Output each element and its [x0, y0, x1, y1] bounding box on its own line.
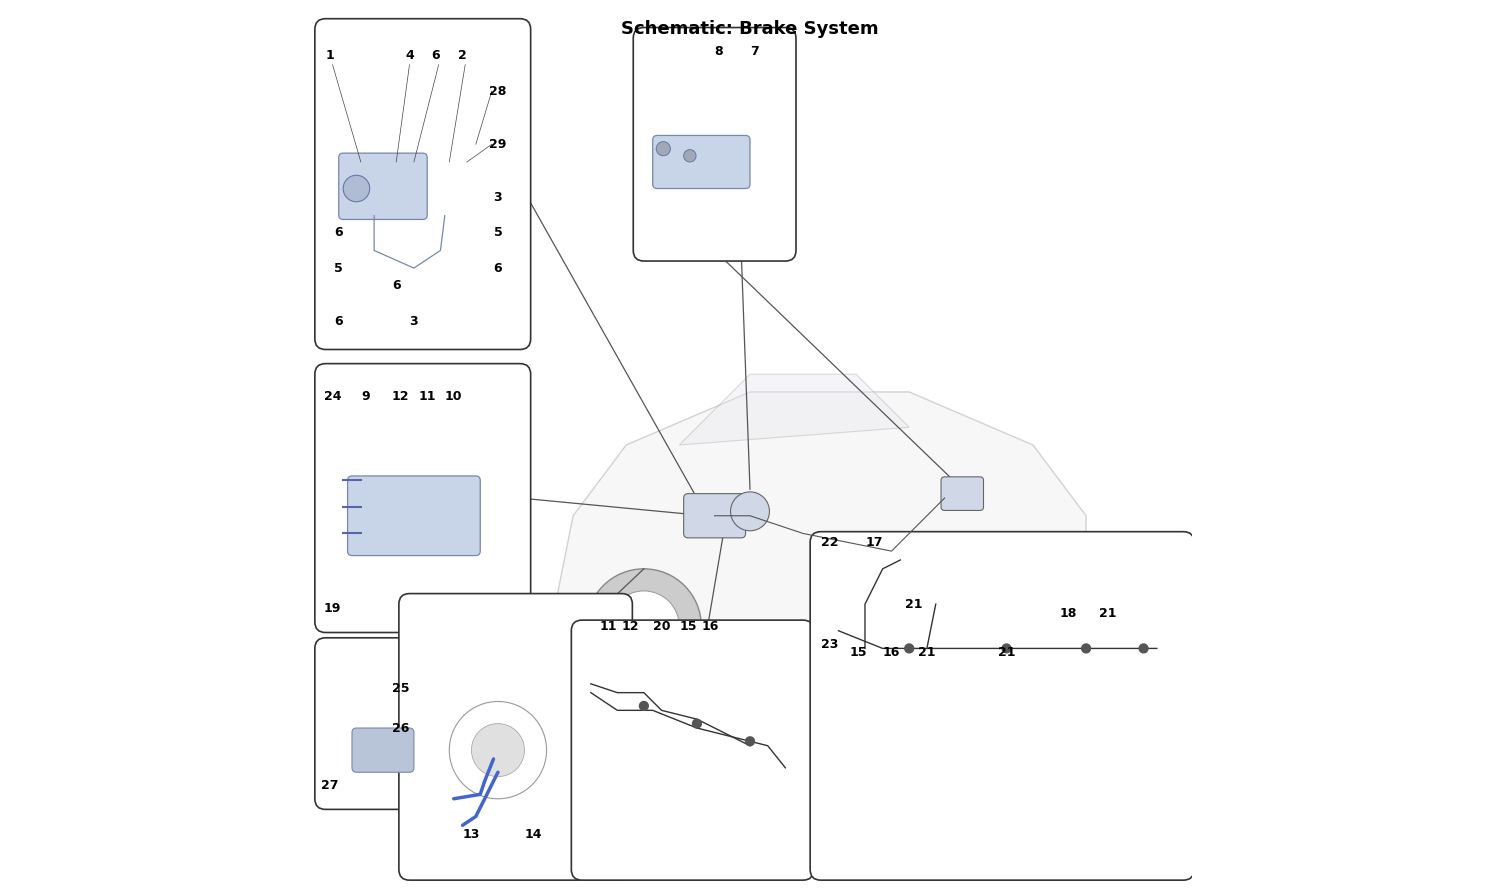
Text: 26: 26: [392, 722, 410, 734]
Circle shape: [963, 591, 1034, 661]
FancyBboxPatch shape: [352, 728, 414, 773]
Text: 27: 27: [321, 779, 339, 792]
Text: 1: 1: [326, 49, 334, 62]
Text: 10: 10: [446, 390, 462, 403]
FancyBboxPatch shape: [315, 364, 531, 633]
Text: 16: 16: [884, 646, 900, 659]
FancyBboxPatch shape: [399, 594, 633, 880]
Circle shape: [684, 150, 696, 162]
Text: 11: 11: [419, 390, 436, 403]
Circle shape: [730, 492, 770, 530]
Text: 3: 3: [410, 315, 419, 328]
FancyBboxPatch shape: [940, 477, 984, 511]
Text: 28: 28: [489, 85, 507, 98]
Circle shape: [471, 724, 525, 777]
FancyBboxPatch shape: [810, 531, 1194, 880]
FancyBboxPatch shape: [572, 620, 813, 880]
Circle shape: [586, 569, 702, 684]
Text: 21: 21: [918, 646, 936, 659]
Text: 6: 6: [334, 226, 344, 239]
Text: 2: 2: [458, 49, 466, 62]
FancyBboxPatch shape: [315, 19, 531, 350]
Circle shape: [1082, 644, 1090, 653]
Circle shape: [639, 701, 648, 710]
Circle shape: [656, 142, 670, 156]
Circle shape: [609, 591, 680, 661]
Circle shape: [1138, 644, 1148, 653]
Text: 11: 11: [600, 619, 616, 633]
Text: 5: 5: [334, 262, 344, 275]
Circle shape: [746, 737, 754, 746]
Text: 16: 16: [702, 619, 718, 633]
Text: 29: 29: [489, 138, 507, 150]
Text: 12: 12: [622, 619, 639, 633]
Text: 21: 21: [904, 598, 922, 611]
Text: 15: 15: [680, 619, 698, 633]
Text: 21: 21: [1100, 607, 1118, 619]
FancyBboxPatch shape: [633, 28, 796, 261]
Text: 22: 22: [821, 536, 839, 549]
FancyBboxPatch shape: [684, 494, 746, 538]
Text: 19: 19: [324, 603, 340, 615]
Polygon shape: [555, 392, 1086, 622]
Text: 3: 3: [494, 190, 502, 204]
Text: 6: 6: [494, 262, 502, 275]
Text: 23: 23: [821, 637, 839, 651]
Text: 25: 25: [392, 682, 410, 695]
Text: Schematic: Brake System: Schematic: Brake System: [621, 20, 879, 38]
Text: 6: 6: [432, 49, 441, 62]
Text: 9: 9: [362, 390, 369, 403]
Circle shape: [693, 719, 702, 728]
Circle shape: [904, 644, 914, 653]
Polygon shape: [680, 374, 909, 445]
Text: 15: 15: [849, 646, 867, 659]
FancyBboxPatch shape: [339, 153, 427, 220]
Text: 7: 7: [750, 44, 759, 58]
Text: 4: 4: [405, 49, 414, 62]
Text: 13: 13: [462, 828, 480, 841]
Text: 14: 14: [525, 828, 542, 841]
FancyBboxPatch shape: [348, 476, 480, 555]
Text: 12: 12: [392, 390, 410, 403]
FancyBboxPatch shape: [652, 135, 750, 189]
Text: 8: 8: [714, 44, 723, 58]
Text: 20: 20: [652, 619, 670, 633]
Text: 6: 6: [334, 315, 344, 328]
Circle shape: [940, 569, 1054, 684]
Text: 17: 17: [865, 536, 882, 549]
Text: 5: 5: [494, 226, 502, 239]
Text: 6: 6: [392, 279, 400, 292]
Circle shape: [1002, 644, 1011, 653]
FancyBboxPatch shape: [315, 638, 495, 809]
Circle shape: [344, 175, 369, 202]
Text: 21: 21: [998, 646, 1016, 659]
Circle shape: [450, 701, 546, 799]
Text: 18: 18: [1059, 607, 1077, 619]
Text: 24: 24: [324, 390, 342, 403]
